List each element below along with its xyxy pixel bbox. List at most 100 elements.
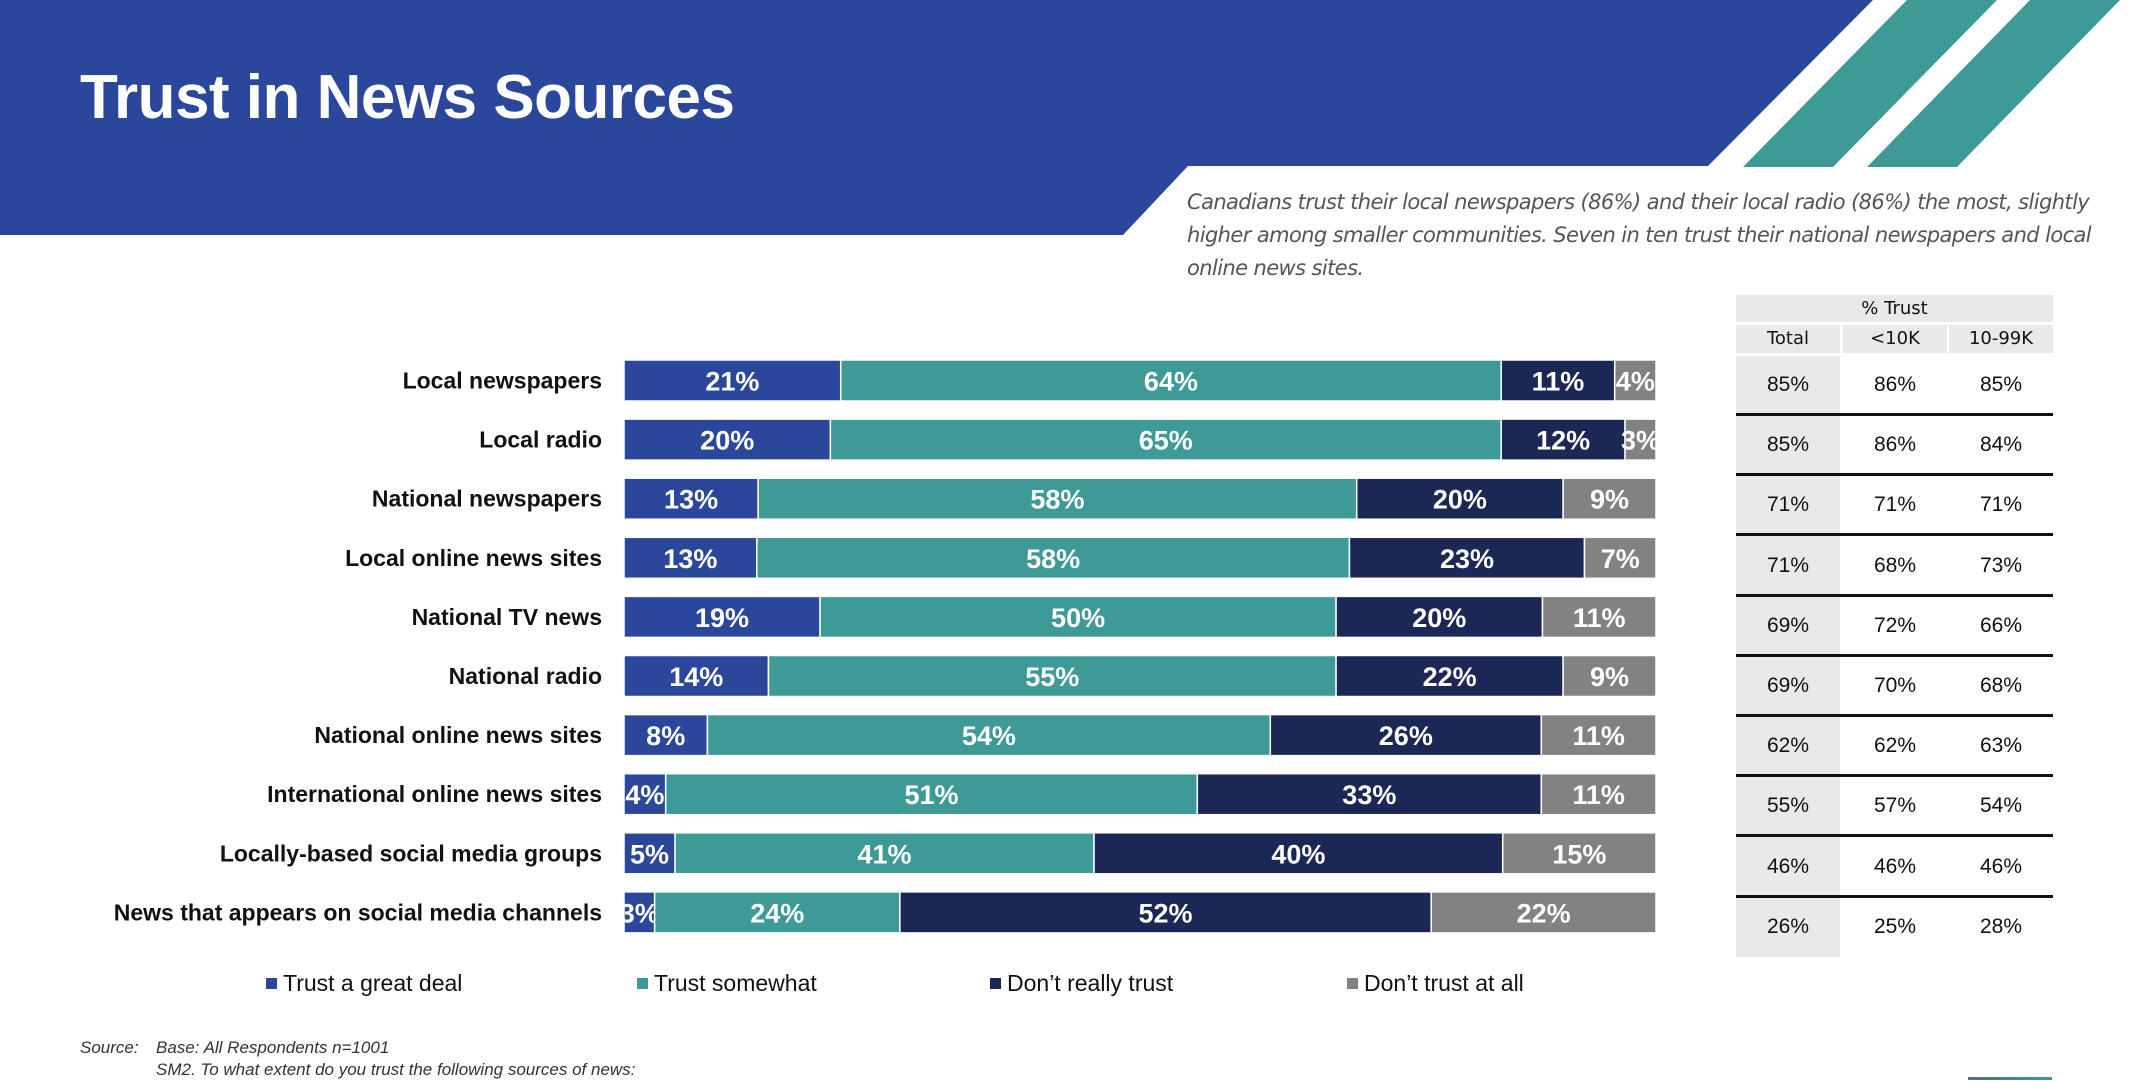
table-row: 46% 46% 46% — [1736, 838, 2053, 898]
bar-segment — [623, 359, 842, 402]
bar-value-label: 11% — [1532, 367, 1585, 397]
bar-value-label: 50% — [1051, 603, 1105, 633]
bar-segment — [756, 536, 1351, 580]
bar-value-label: 54% — [962, 721, 1016, 751]
category-label: Locally-based social media groups — [220, 840, 602, 866]
bar-segment — [1355, 477, 1564, 520]
bar-row: 21% 64% 11% 4% — [623, 359, 1657, 402]
legend-label: Don’t really trust — [1007, 970, 1174, 996]
corner-accent — [1968, 1077, 2052, 1080]
bar-value-label: 4% — [625, 780, 664, 810]
table-header-under-10k: <10K — [1843, 325, 1947, 353]
bar-value-label: 65% — [1139, 426, 1193, 456]
table-cell-under-10k: 72% — [1873, 613, 1917, 637]
source-lines: Base: All Respondents n=1001 SM2. To wha… — [156, 1037, 635, 1081]
bar-row: 3% 24% 52% 22% — [623, 891, 1657, 934]
bar-segment — [1335, 654, 1564, 698]
bar-value-label: 9% — [1590, 662, 1629, 692]
bar-value-label: 22% — [1517, 898, 1571, 928]
table-row: 71% 68% 73% — [1736, 537, 2053, 597]
bar-row: 13% 58% 20% 9% — [623, 477, 1657, 520]
legend-item-trust-somewhat: Trust somewhat — [637, 970, 817, 997]
source-question: SM2. To what extent do you trust the fol… — [156, 1060, 636, 1079]
bar-segment — [1583, 536, 1657, 580]
table-cell-under-10k: 25% — [1873, 914, 1917, 938]
bar-segment — [623, 536, 758, 580]
bar-value-label: 41% — [858, 839, 912, 869]
bar-value-label: 58% — [1030, 485, 1084, 515]
bar-segment — [706, 713, 1272, 757]
legend-swatch — [990, 978, 1001, 989]
bar-segment — [1562, 477, 1657, 520]
table-cell-10-99k: 54% — [1979, 794, 2023, 818]
header-blue-shape — [0, 0, 1873, 235]
table-cell-10-99k: 46% — [1979, 854, 2023, 878]
table-cell-10-99k: 63% — [1979, 734, 2023, 758]
table-cell-10-99k: 84% — [1979, 433, 2023, 457]
table-cell-10-99k: 66% — [1979, 613, 2023, 637]
bar-segment — [623, 477, 759, 520]
category-label: News that appears on social media channe… — [114, 899, 602, 925]
table-cell-under-10k: 86% — [1873, 373, 1917, 396]
legend-label: Trust somewhat — [654, 970, 817, 996]
bar-value-label: 40% — [1271, 839, 1325, 869]
table-row: 85% 86% 85% — [1736, 356, 2053, 416]
bar-row: 8% 54% 26% 11% — [623, 713, 1657, 757]
category-label: Local newspapers — [403, 368, 602, 394]
legend-swatch — [637, 978, 648, 989]
category-labels: Local newspapers Local radio National news… — [114, 368, 602, 926]
bar-value-label: 11% — [1572, 780, 1625, 810]
bar-value-label: 24% — [750, 898, 804, 928]
table-cell-total: 55% — [1766, 794, 1810, 818]
bar-value-label: 13% — [663, 544, 717, 574]
table-row: 55% 57% 54% — [1736, 777, 2053, 838]
bar-row: 19% 50% 20% 11% — [623, 595, 1657, 639]
category-label: Local radio — [479, 427, 602, 453]
bar-value-label: 19% — [695, 603, 749, 633]
table-cell-under-10k: 71% — [1873, 493, 1917, 517]
table-cell-10-99k: 73% — [1979, 553, 2023, 577]
table-row: 85% 86% 84% — [1736, 416, 2053, 477]
bar-value-label: 12% — [1536, 426, 1590, 456]
bar-segment — [623, 713, 709, 757]
bar-segment — [1348, 536, 1586, 580]
source-label: Source: — [80, 1038, 139, 1057]
bar-value-label: 21% — [705, 367, 759, 397]
table-row: 69% 72% 66% — [1736, 597, 2053, 657]
bar-value-label: 11% — [1572, 721, 1625, 751]
table-cell-under-10k: 68% — [1873, 553, 1917, 577]
bar-segment — [829, 418, 1502, 461]
bar-segment — [1540, 772, 1657, 816]
table-cell-total: 71% — [1766, 493, 1810, 517]
bar-value-label: 15% — [1552, 839, 1606, 869]
bar-value-label: 20% — [1412, 603, 1466, 633]
bar-segment — [1500, 359, 1616, 402]
bar-value-label: 14% — [669, 662, 723, 692]
bar-value-label: 51% — [904, 780, 958, 810]
table-row: 69% 70% 68% — [1736, 657, 2053, 717]
source-base: Base: All Respondents n=1001 — [156, 1038, 390, 1057]
legend-item-dont-trust-at-all: Don’t trust at all — [1347, 970, 1524, 997]
bar-value-label: 52% — [1139, 898, 1193, 928]
table-header-10-99k: 10-99K — [1949, 325, 2053, 353]
table-row: 71% 71% 71% — [1736, 476, 2053, 537]
header-teal-stripe-2 — [1867, 0, 2120, 167]
category-label: National TV news — [412, 604, 602, 630]
bar-value-label: 64% — [1144, 367, 1198, 397]
table-cell-total: 85% — [1766, 433, 1810, 457]
table-cell-total: 69% — [1766, 613, 1810, 637]
table-cell-under-10k: 86% — [1873, 433, 1917, 457]
bar-value-label: 55% — [1025, 662, 1079, 692]
bar-segment — [1501, 832, 1657, 875]
bar-segment — [653, 891, 901, 934]
category-label: National radio — [449, 663, 602, 689]
bar-value-label: 11% — [1573, 603, 1626, 633]
legend-label: Don’t trust at all — [1364, 970, 1524, 996]
table-row: 62% 62% 63% — [1736, 717, 2053, 778]
bar-segment — [1269, 713, 1543, 757]
bar-row: 14% 55% 22% 9% — [623, 654, 1657, 698]
bar-segment — [1196, 772, 1543, 816]
bar-segment — [1541, 595, 1657, 639]
category-label: Local online news sites — [345, 545, 602, 571]
